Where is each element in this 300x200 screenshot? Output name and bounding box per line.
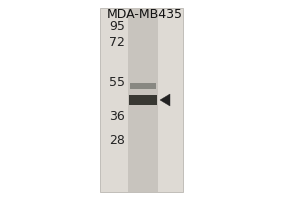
Text: 95: 95 xyxy=(109,21,125,33)
Text: MDA-MB435: MDA-MB435 xyxy=(107,8,183,21)
Text: 72: 72 xyxy=(109,36,125,49)
Text: 55: 55 xyxy=(109,75,125,88)
Bar xyxy=(129,95,157,105)
Bar xyxy=(128,8,158,192)
Bar xyxy=(100,8,183,192)
Text: 28: 28 xyxy=(109,134,125,148)
Text: 36: 36 xyxy=(109,110,125,123)
Polygon shape xyxy=(160,94,170,106)
Bar xyxy=(130,83,156,89)
